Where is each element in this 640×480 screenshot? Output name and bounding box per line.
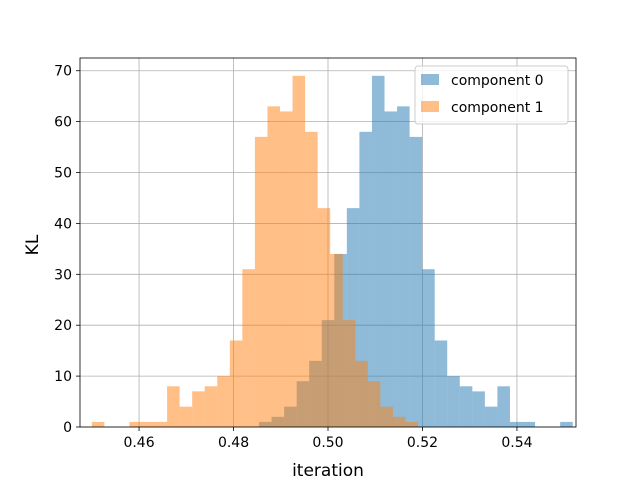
legend-swatch-component-1: [421, 101, 439, 112]
bar-component-1: [141, 421, 155, 427]
legend: component 0 component 1: [414, 65, 569, 125]
legend-box: [414, 65, 569, 125]
bar-component-1: [167, 386, 180, 427]
bar-component-1: [380, 406, 393, 427]
bar-component-1: [242, 269, 255, 427]
bar-component-0: [434, 340, 448, 427]
bar-component-1: [280, 111, 293, 427]
y-tick-label: 40: [54, 216, 72, 232]
bar-component-1: [129, 421, 142, 427]
bar-component-0: [560, 421, 573, 427]
bar-component-1: [355, 360, 368, 427]
x-tick-label: 0.52: [407, 435, 438, 451]
bar-component-0: [497, 386, 510, 427]
bar-component-1: [154, 421, 168, 427]
bar-component-1: [367, 381, 381, 427]
bar-component-0: [371, 75, 385, 428]
bar-component-1: [292, 75, 306, 428]
bar-component-0: [472, 391, 485, 427]
bar-component-0: [522, 421, 536, 427]
y-axis-label: KL: [23, 234, 43, 255]
bars: [91, 75, 573, 428]
bar-component-0: [409, 136, 423, 427]
bar-component-1: [217, 376, 230, 427]
bar-component-1: [192, 391, 205, 427]
bar-component-0: [384, 111, 398, 427]
bar-component-0: [397, 106, 410, 428]
bar-component-1: [342, 320, 356, 427]
y-tick-label: 0: [63, 420, 72, 436]
y-tick-label: 60: [54, 115, 72, 131]
bar-component-1: [405, 421, 419, 427]
bar-component-0: [509, 421, 523, 427]
bar-component-1: [330, 253, 343, 427]
y-tick-label: 70: [54, 64, 72, 80]
y-tick-label: 30: [54, 267, 72, 283]
x-tick-label: 0.54: [501, 435, 532, 451]
x-tick-label: 0.50: [312, 435, 343, 451]
bar-component-1: [254, 136, 268, 427]
bar-component-0: [359, 131, 372, 428]
bar-component-0: [484, 406, 498, 427]
bar-component-1: [204, 386, 218, 427]
x-axis-label: iteration: [292, 461, 364, 480]
bar-component-0: [447, 376, 460, 427]
legend-swatch-component-0: [421, 74, 439, 85]
bar-component-1: [317, 208, 331, 427]
bar-component-0: [422, 269, 435, 427]
y-tick-label: 20: [54, 318, 72, 334]
legend-label-component-1: component 1: [451, 100, 544, 116]
axis-ticks: 0.46 0.48 0.50 0.52 0.54 0 10 20 30 40 50 60 70: [54, 64, 532, 451]
x-tick-label: 0.48: [218, 435, 249, 451]
y-tick-label: 50: [54, 166, 72, 182]
bar-component-1: [179, 406, 193, 427]
bar-component-1: [305, 131, 318, 428]
bar-component-1: [267, 106, 281, 428]
x-tick-label: 0.46: [123, 435, 154, 451]
y-tick-label: 10: [54, 369, 72, 385]
legend-label-component-0: component 0: [451, 73, 544, 89]
bar-component-0: [459, 386, 473, 427]
bar-component-1: [392, 416, 406, 427]
bar-component-1: [229, 340, 243, 427]
bar-component-1: [91, 421, 105, 427]
